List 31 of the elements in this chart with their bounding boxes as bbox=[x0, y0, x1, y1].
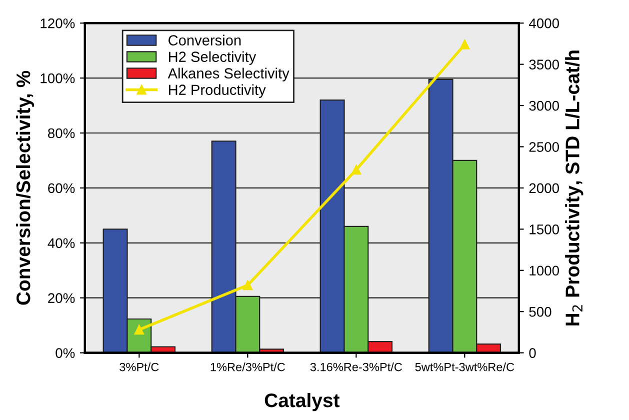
point bbox=[134, 324, 144, 335]
legend-label: Alkanes Selectivity bbox=[168, 68, 290, 82]
y-tick-label: 100% bbox=[40, 73, 75, 84]
y2-tick-label: 4000 bbox=[528, 18, 559, 28]
point bbox=[351, 164, 362, 175]
x-axis-title: Catalyst bbox=[264, 392, 340, 412]
x-tick-label: 3.16%Re-3%Pt/C bbox=[310, 362, 402, 372]
y-tick-label: 40% bbox=[48, 238, 75, 248]
y-tick-label: 0% bbox=[56, 348, 75, 358]
legend-label: H2 Productivity bbox=[168, 84, 266, 98]
legend-label: H2 Selectivity bbox=[168, 51, 256, 65]
y2-tick-label: 2500 bbox=[529, 142, 559, 152]
x-tick-label: 3%Pt/C bbox=[120, 362, 159, 372]
point bbox=[242, 280, 253, 290]
y2-axis-title: H$_{2}$ Productivity, STD L/L-cat/h bbox=[565, 50, 584, 326]
x-tick-label: 1%Re/3%Pt/C bbox=[210, 362, 285, 372]
point bbox=[460, 40, 470, 50]
legend-label: Conversion bbox=[168, 34, 241, 46]
x-tick-label: 5wt%Pt-3wt%Re/C bbox=[415, 362, 514, 372]
y2-tick-label: 3000 bbox=[529, 100, 559, 111]
y2-tick-label: 0 bbox=[529, 348, 536, 358]
y-tick-label: 120% bbox=[40, 18, 75, 28]
y2-tick-label: 1500 bbox=[530, 224, 559, 234]
y2-tick-label: 2000 bbox=[529, 183, 559, 194]
y-tick-label: 20% bbox=[48, 293, 75, 304]
y-axis-title: Conversion/Selectivity, % bbox=[16, 70, 34, 305]
y-tick-label: 80% bbox=[48, 128, 75, 138]
y2-tick-label: 3500 bbox=[529, 60, 559, 70]
y-tick-label: 60% bbox=[48, 183, 75, 194]
y2-tick-label: 1000 bbox=[530, 266, 559, 276]
y2-tick-label: 500 bbox=[529, 306, 552, 317]
